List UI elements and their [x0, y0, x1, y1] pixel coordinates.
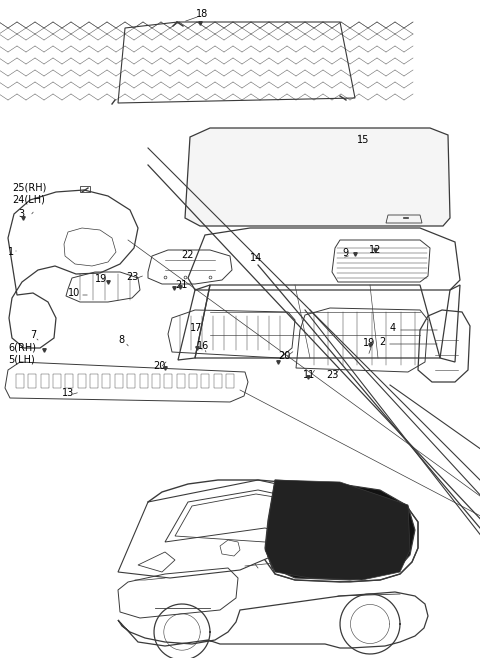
- Text: 14: 14: [250, 253, 262, 263]
- Text: 20: 20: [153, 361, 166, 371]
- Text: 9: 9: [342, 248, 348, 258]
- Bar: [16, 374, 24, 388]
- Text: 7: 7: [30, 330, 36, 340]
- Text: 4: 4: [390, 323, 396, 333]
- Bar: [28, 374, 36, 388]
- Text: 19: 19: [363, 338, 375, 348]
- Text: 5(LH): 5(LH): [8, 355, 35, 365]
- Text: 12: 12: [369, 245, 382, 255]
- Text: 6(RH): 6(RH): [8, 343, 36, 353]
- Bar: [115, 374, 123, 388]
- Bar: [177, 374, 185, 388]
- Polygon shape: [265, 480, 410, 580]
- Bar: [102, 374, 110, 388]
- Bar: [164, 374, 172, 388]
- Bar: [214, 374, 222, 388]
- Text: 21: 21: [175, 280, 187, 290]
- Text: 11: 11: [303, 370, 315, 380]
- Bar: [140, 374, 147, 388]
- Text: 23: 23: [126, 272, 138, 282]
- Bar: [152, 374, 160, 388]
- Bar: [65, 374, 73, 388]
- Bar: [90, 374, 98, 388]
- Text: 18: 18: [196, 9, 208, 19]
- Bar: [41, 374, 48, 388]
- Text: 16: 16: [197, 341, 209, 351]
- Text: 3: 3: [18, 209, 24, 219]
- Text: 20: 20: [278, 351, 290, 361]
- Text: 1: 1: [8, 247, 14, 257]
- Bar: [80, 186, 90, 192]
- Text: 8: 8: [118, 335, 124, 345]
- Bar: [226, 374, 234, 388]
- Text: 22: 22: [181, 250, 193, 260]
- Bar: [127, 374, 135, 388]
- Bar: [53, 374, 61, 388]
- Text: 25(RH): 25(RH): [12, 183, 47, 193]
- Text: 15: 15: [357, 135, 370, 145]
- Polygon shape: [185, 128, 450, 226]
- Polygon shape: [265, 480, 415, 580]
- Text: 17: 17: [190, 323, 203, 333]
- Text: 2: 2: [379, 337, 385, 347]
- Text: 19: 19: [95, 274, 107, 284]
- Bar: [78, 374, 86, 388]
- Text: 13: 13: [62, 388, 74, 398]
- Text: 23: 23: [326, 370, 338, 380]
- Text: 10: 10: [68, 288, 80, 298]
- Bar: [189, 374, 197, 388]
- Bar: [201, 374, 209, 388]
- Text: 24(LH): 24(LH): [12, 195, 45, 205]
